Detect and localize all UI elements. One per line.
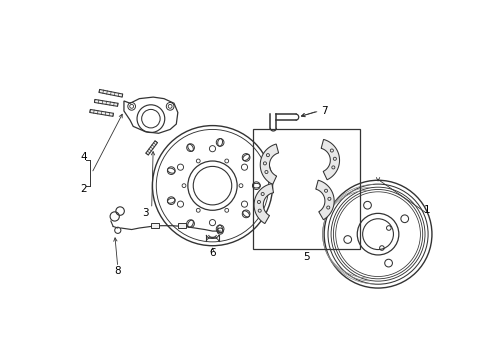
Polygon shape [315, 180, 333, 220]
Text: 7: 7 [320, 106, 327, 116]
Text: 3: 3 [142, 208, 148, 217]
Polygon shape [321, 139, 339, 180]
Text: 8: 8 [114, 266, 121, 276]
Polygon shape [260, 144, 278, 184]
Polygon shape [254, 184, 273, 224]
Text: 4: 4 [81, 152, 87, 162]
Text: 5: 5 [303, 252, 309, 262]
Polygon shape [90, 109, 113, 116]
Text: 2: 2 [81, 184, 87, 194]
Bar [151, 223, 158, 228]
Polygon shape [145, 141, 157, 155]
Bar [178, 223, 185, 228]
Bar [252, 130, 360, 249]
Polygon shape [99, 89, 122, 97]
Text: 6: 6 [209, 248, 215, 258]
Polygon shape [94, 99, 118, 106]
Text: 1: 1 [423, 204, 430, 215]
